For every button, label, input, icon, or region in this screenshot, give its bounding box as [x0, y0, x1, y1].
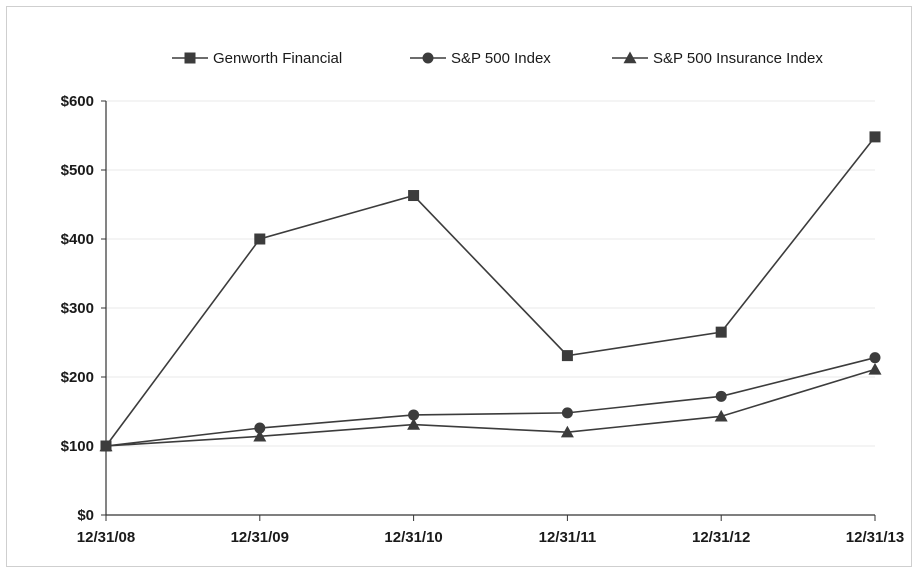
x-tick-label: 12/31/09: [231, 529, 289, 546]
legend-label: Genworth Financial: [213, 50, 342, 67]
legend-item: Genworth Financial: [172, 50, 342, 67]
gridlines: [106, 100, 875, 447]
series-triangle: [99, 362, 882, 452]
series-line: [105, 368, 876, 447]
data-point: [408, 409, 420, 421]
data-point: [408, 190, 420, 202]
data-point: [99, 439, 113, 452]
series-line: [105, 356, 876, 447]
legend-label: S&P 500 Index: [451, 50, 551, 67]
y-tick-label: $200: [61, 369, 94, 386]
y-tick-label: $600: [61, 93, 94, 110]
data-point: [715, 326, 727, 338]
y-axis-ticks: $0 $100 $200 $300 $400 $500 $600: [61, 93, 106, 524]
x-tick-label: 12/31/10: [384, 529, 442, 546]
x-tick-label: 12/31/12: [692, 529, 750, 546]
legend-item: S&P 500 Index: [410, 50, 551, 67]
data-point: [407, 418, 421, 430]
x-tick-label: 12/31/08: [77, 529, 135, 546]
data-point: [714, 409, 728, 422]
legend: Genworth Financial S&P 500 Index S&P 500 I…: [172, 50, 823, 67]
data-point: [561, 350, 573, 362]
series-circle: [100, 352, 881, 452]
data-point: [254, 233, 266, 245]
y-tick-label: $100: [61, 438, 94, 455]
legend-marker: [422, 52, 434, 64]
legend-label: S&P 500 Insurance Index: [653, 50, 823, 67]
series-line: [105, 136, 876, 447]
data-point: [253, 429, 267, 442]
legend-item: S&P 500 Insurance Index: [612, 50, 823, 67]
data-point: [869, 131, 881, 143]
y-tick-label: $500: [61, 162, 94, 179]
y-tick-label: $0: [77, 507, 94, 524]
series: [99, 131, 882, 452]
y-tick-label: $300: [61, 300, 94, 317]
data-point: [254, 422, 266, 434]
x-tick-label: 12/31/11: [539, 529, 597, 546]
y-tick-label: $400: [61, 231, 94, 248]
data-point: [715, 390, 727, 402]
data-point: [561, 407, 573, 419]
data-point: [868, 362, 882, 375]
data-point: [869, 352, 881, 364]
chart-frame: [6, 6, 912, 567]
legend-marker: [184, 52, 196, 64]
x-axis-ticks: 12/31/08 12/31/09 12/31/10 12/31/11 12/31/12…: [77, 515, 904, 546]
data-point: [560, 425, 574, 438]
x-tick-label: 12/31/13: [846, 529, 904, 546]
legend-marker: [623, 51, 637, 64]
